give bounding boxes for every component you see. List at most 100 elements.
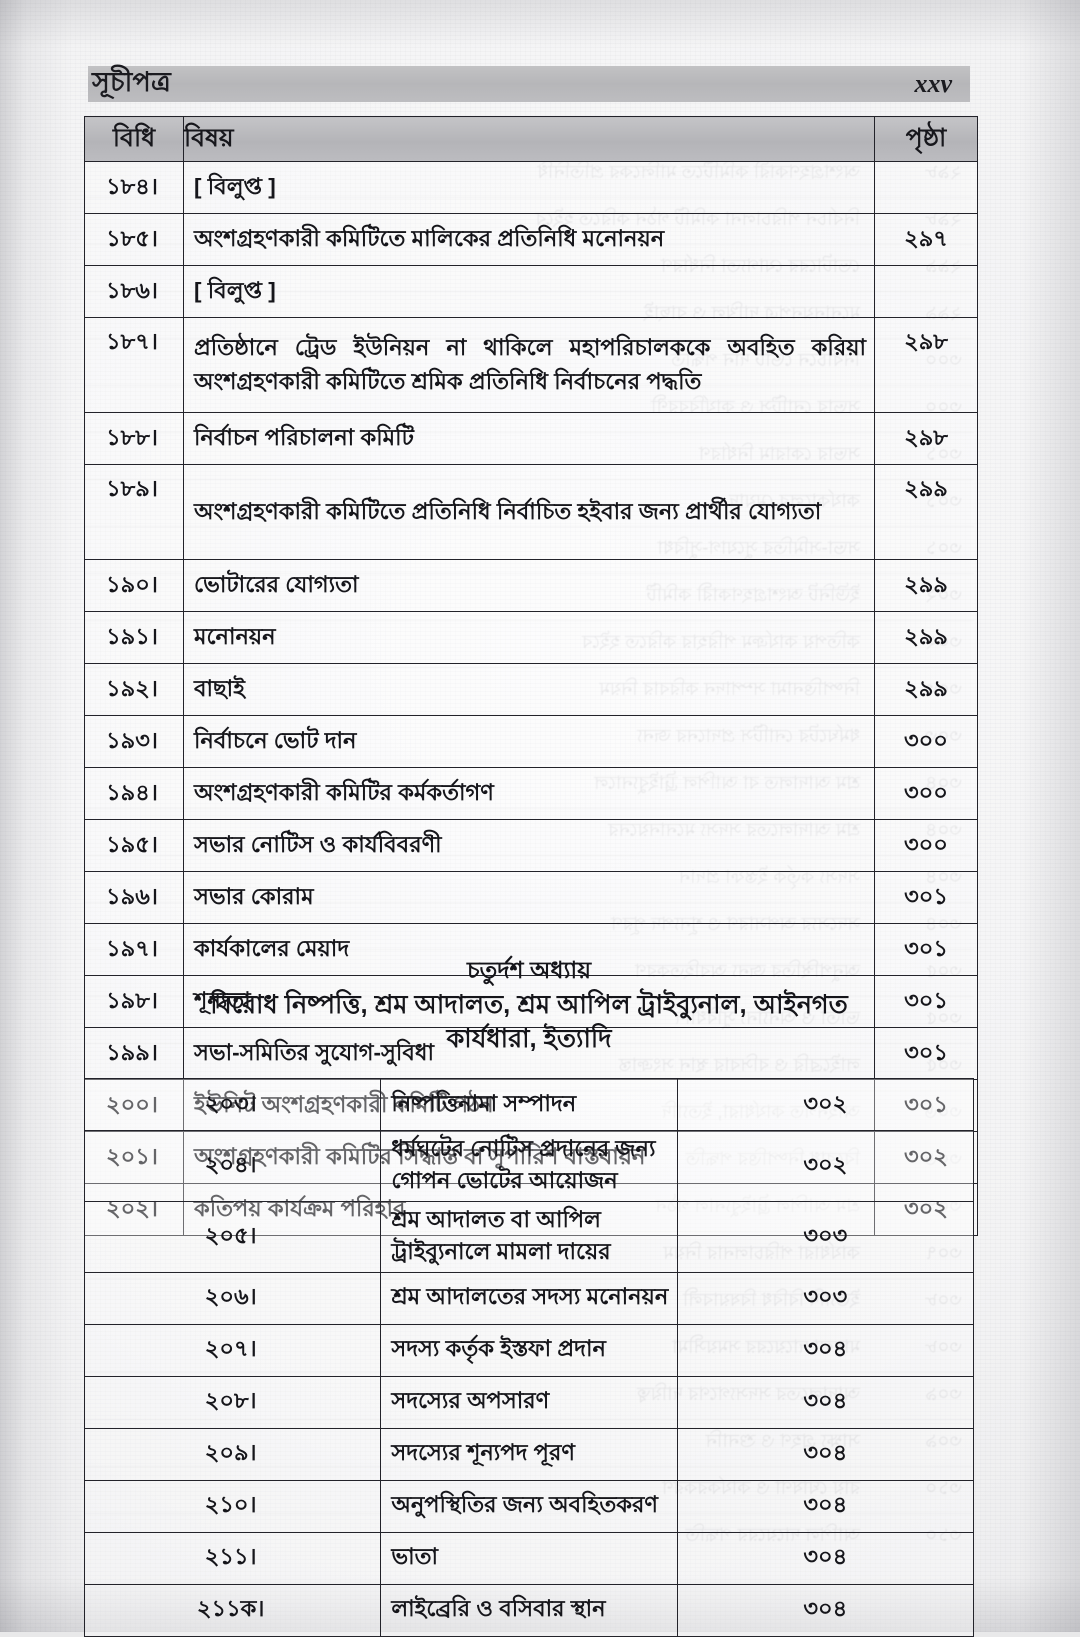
table-row: ২০৯। সদস্যের শূন্যপদ পূরণ ৩০৪ (83, 1427, 975, 1481)
cell-rule-number: ১৯৮। (84, 975, 184, 1028)
cell-page-number (874, 265, 978, 318)
cell-page-number: ২৯৯ (874, 464, 978, 560)
table-row: ২০৩। নিষ্পত্তিনামা সম্পাদন ৩০২ (83, 1078, 975, 1131)
running-header-band (88, 66, 970, 102)
cell-topic: ভাতা (380, 1531, 678, 1585)
cell-rule-number: ১৯৭। (84, 923, 184, 976)
column-header-rule: বিধি (84, 116, 184, 162)
cell-topic: সভা-সমিতির সুযোগ-সুবিধা (183, 1027, 875, 1080)
cell-rule-number: ২০৩। (83, 1078, 382, 1131)
chapter-number: চতুর্দশ অধ্যায় (466, 957, 592, 983)
cell-rule-number: ১৯১। (84, 611, 184, 664)
table-row: ২০৮। সদস্যের অপসারণ ৩০৪ (83, 1375, 975, 1429)
table-row: ১৯৩। নির্বাচনে ভোট দান ৩০০ (84, 715, 978, 768)
cell-rule-number: ১৮৫। (84, 213, 184, 266)
cell-topic: অংশগ্রহণকারী কমিটিতে প্রতিনিধি নির্বাচিত… (183, 464, 875, 560)
cell-rule-number: ১৮৬। (84, 265, 184, 318)
table-row: ১৮৯। অংশগ্রহণকারী কমিটিতে প্রতিনিধি নির্ব… (84, 464, 978, 560)
cell-topic: [ বিলুপ্ত ] (183, 161, 875, 214)
cell-topic: নিষ্পত্তিনামা সম্পাদন (380, 1078, 678, 1131)
table-row: ২০৪। ধর্মঘটের নোটিস প্রদানের জন্য গোপন ভো… (83, 1130, 975, 1202)
table-row: ২১০। অনুপস্থিতির জন্য অবহিতকরণ ৩০৪ (83, 1479, 975, 1533)
table-row: ১৯৬। সভার কোরাম ৩০১ (84, 871, 978, 924)
cell-page-number: ৩০৪ (676, 1427, 975, 1481)
cell-page-number: ৩০২ (676, 1130, 975, 1202)
cell-topic: সভার কোরাম (183, 871, 875, 924)
cell-page-number: ৩০৪ (676, 1323, 975, 1377)
table-row: ১৯০। ভোটারের যোগ্যতা ২৯৯ (84, 559, 978, 612)
table-row: ২০৭। সদস্য কর্তৃক ইস্তফা প্রদান ৩০৪ (83, 1323, 975, 1377)
running-header: সূচীপত্র xxv (88, 60, 970, 108)
table-row: ২১১। ভাতা ৩০৪ (83, 1531, 975, 1585)
cell-topic: অংশগ্রহণকারী কমিটিতে মালিকের প্রতিনিধি ম… (183, 213, 875, 266)
cell-page-number: ৩০০ (874, 819, 978, 872)
cell-rule-number: ২০৭। (83, 1323, 382, 1377)
cell-page-number: ২৯৯ (874, 663, 978, 716)
cell-rule-number: ২১১। (83, 1531, 382, 1585)
cell-rule-number: ২০৮। (83, 1375, 382, 1429)
cell-rule-number: ২০৯। (83, 1427, 382, 1481)
cell-rule-number: ২০৬। (83, 1271, 382, 1325)
cell-topic: মনোনয়ন (183, 611, 875, 664)
table-row: ১৯২। বাছাই ২৯৯ (84, 663, 978, 716)
toc-table-top: বিধি বিষয় পৃষ্ঠা ১৮৪।[ বিলুপ্ত ] ১৮৫। অংশ… (84, 116, 978, 1236)
table-row: ১৮৪।[ বিলুপ্ত ] (84, 161, 978, 214)
cell-rule-number: ১৯০। (84, 559, 184, 612)
cell-page-number: ৩০১ (874, 1027, 978, 1080)
cell-topic: সদস্যের অপসারণ (380, 1375, 678, 1429)
cell-topic: প্রতিষ্ঠানে ট্রেড ইউনিয়ন না থাকিলে মহাপ… (183, 317, 875, 413)
cell-page-number: ৩০৪ (676, 1375, 975, 1429)
toc-table-bottom-body: ২০৩। নিষ্পত্তিনামা সম্পাদন ৩০২ ২০৪। ধর্মঘটের… (83, 1078, 975, 1637)
cell-page-number: ৩০২ (676, 1078, 975, 1131)
cell-topic: সদস্য কর্তৃক ইস্তফা প্রদান (380, 1323, 678, 1377)
table-row: ১৮৬।[ বিলুপ্ত ] (84, 265, 978, 318)
cell-topic: নির্বাচনে ভোট দান (183, 715, 875, 768)
cell-topic: বাছাই (183, 663, 875, 716)
cell-page-number: ৩০১ (874, 975, 978, 1028)
cell-page-number (874, 161, 978, 214)
folio-number: xxv (914, 69, 952, 98)
column-header-page: পৃষ্ঠা (874, 116, 978, 162)
cell-topic: সদস্যের শূন্যপদ পূরণ (380, 1427, 678, 1481)
table-header-row: বিধি বিষয় পৃষ্ঠা (84, 116, 978, 162)
column-header-topic: বিষয় (183, 116, 875, 162)
cell-page-number: ৩০০ (874, 715, 978, 768)
cell-page-number: ৩০১ (874, 871, 978, 924)
chapter-title-line-2: কার্যধারা, ইত্যাদি (446, 1024, 612, 1053)
cell-topic: শ্রম আদালত বা আপিল ট্রাইব্যুনালে মামলা দ… (380, 1200, 678, 1273)
cell-topic: ভোটারের যোগ্যতা (183, 559, 875, 612)
cell-topic: অনুপস্থিতির জন্য অবহিতকরণ (380, 1479, 678, 1533)
table-row: ১৯৮। শূন্যতা ৩০১ (84, 975, 978, 1028)
cell-page-number: ৩০৩ (676, 1271, 975, 1325)
cell-rule-number: ১৯৫। (84, 819, 184, 872)
cell-topic: শূন্যতা (183, 975, 875, 1028)
toc-table-top-body: ১৮৪।[ বিলুপ্ত ] ১৮৫। অংশগ্রহণকারী কমিটিতে … (84, 161, 978, 1236)
cell-rule-number: ১৮৭। (84, 317, 184, 413)
cell-page-number: ২৯৯ (874, 559, 978, 612)
cell-rule-number: ২০৫। (83, 1200, 382, 1273)
table-row: ২০৬। শ্রম আদালতের সদস্য মনোনয়ন ৩০৩ (83, 1271, 975, 1325)
cell-page-number: ২৯৮ (874, 317, 978, 413)
cell-page-number: ৩০১ (874, 923, 978, 976)
cell-topic: ধর্মঘটের নোটিস প্রদানের জন্য গোপন ভোটের … (380, 1130, 678, 1202)
table-row: ১৮৫। অংশগ্রহণকারী কমিটিতে মালিকের প্রতিনি… (84, 213, 978, 266)
table-row: ১৯১। মনোনয়ন ২৯৯ (84, 611, 978, 664)
cell-rule-number: ১৯২। (84, 663, 184, 716)
cell-topic: অংশগ্রহণকারী কমিটির কর্মকর্তাগণ (183, 767, 875, 820)
cell-rule-number: ১৯৬। (84, 871, 184, 924)
cell-page-number: ৩০৪ (676, 1583, 975, 1637)
cell-rule-number: ১৮৯। (84, 464, 184, 560)
cell-rule-number: ১৮৮। (84, 412, 184, 465)
cell-page-number: ৩০০ (874, 767, 978, 820)
cell-rule-number: ২০৪। (83, 1130, 382, 1202)
cell-rule-number: ১৮৪। (84, 161, 184, 214)
cell-topic: সভার নোটিস ও কার্যবিবরণী (183, 819, 875, 872)
cell-topic: নির্বাচন পরিচালনা কমিটি (183, 412, 875, 465)
table-row: ২১১ক। লাইব্রেরি ও বসিবার স্থান ৩০৪ (83, 1583, 975, 1637)
cell-rule-number: ২১০। (83, 1479, 382, 1533)
cell-topic: লাইব্রেরি ও বসিবার স্থান (380, 1583, 678, 1637)
cell-page-number: ২৯৯ (874, 611, 978, 664)
cell-rule-number: ২১১ক। (83, 1583, 382, 1637)
table-row: ১৯৪। অংশগ্রহণকারী কমিটির কর্মকর্তাগণ ৩০০ (84, 767, 978, 820)
cell-rule-number: ১৯৪। (84, 767, 184, 820)
